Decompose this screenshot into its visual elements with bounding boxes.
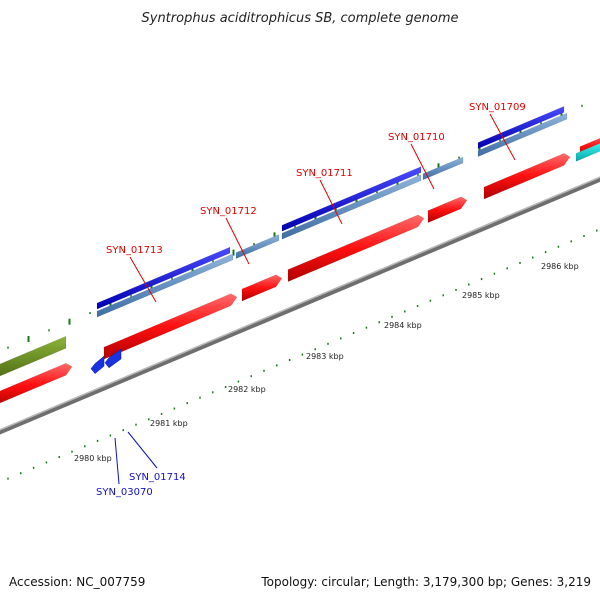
cog-feature-steel[interactable] <box>235 234 280 259</box>
scale-ruler: 2980 kbp 2981 kbp 2982 kbp 2983 kbp 2984 kbp… <box>7 229 598 480</box>
callout-line <box>127 431 158 469</box>
cog-feature-steel[interactable] <box>477 112 568 157</box>
callout-line <box>129 256 157 303</box>
cog-feature-blue[interactable] <box>281 166 422 232</box>
map-title: Syntrophus aciditrophicus SB, complete g… <box>142 11 459 26</box>
gene-label[interactable]: SYN_01710 <box>388 132 445 143</box>
cog-feature-blue[interactable] <box>96 246 231 310</box>
accession-label: Accession: NC_007759 <box>9 575 145 589</box>
genome-backbone <box>0 176 600 435</box>
gene-label[interactable]: SYN_03070 <box>96 487 153 498</box>
forward-gene[interactable] <box>483 153 571 200</box>
ruler-label: 2980 kbp <box>74 454 112 463</box>
cog-feature-steel[interactable] <box>422 156 464 181</box>
cog-feature-steel[interactable] <box>96 253 234 318</box>
callout-line <box>410 143 435 190</box>
ruler-label: 2984 kbp <box>384 321 422 330</box>
genome-summary: Topology: circular; Length: 3,179,300 bp… <box>260 575 591 589</box>
ruler-label: 2985 kbp <box>462 291 500 300</box>
callout-line <box>114 437 120 485</box>
cog-feature-cyan[interactable] <box>575 139 600 162</box>
gene-label[interactable]: SYN_01712 <box>200 206 257 217</box>
feature-tracks <box>0 106 600 407</box>
ruler-label: 2986 kbp <box>541 262 579 271</box>
callout-line <box>319 179 343 225</box>
feature-track-guides <box>7 104 583 349</box>
gene-label[interactable]: SYN_01713 <box>106 245 163 256</box>
forward-gene[interactable] <box>427 196 468 224</box>
callout-line <box>225 217 250 265</box>
cog-feature-steel[interactable] <box>281 174 422 240</box>
forward-gene[interactable] <box>0 362 73 407</box>
ruler-label: 2983 kbp <box>306 352 344 361</box>
ruler-label: 2982 kbp <box>228 385 266 394</box>
reverse-gene[interactable] <box>90 355 105 375</box>
forward-gene[interactable] <box>287 214 425 283</box>
ruler-label: 2981 kbp <box>150 419 188 428</box>
cog-feature-blue[interactable] <box>477 106 565 149</box>
callout-line <box>489 113 516 161</box>
gene-callouts: SYN_01709 SYN_01710 SYN_01711 SYN_01712 SYN_… <box>96 102 526 498</box>
forward-gene[interactable] <box>241 274 283 302</box>
reverse-gene[interactable] <box>104 348 122 369</box>
cog-feature-olive[interactable] <box>0 335 67 380</box>
gene-label[interactable]: SYN_01714 <box>129 472 186 483</box>
gene-label[interactable]: SYN_01711 <box>296 168 353 179</box>
gene-label[interactable]: SYN_01709 <box>469 102 526 113</box>
